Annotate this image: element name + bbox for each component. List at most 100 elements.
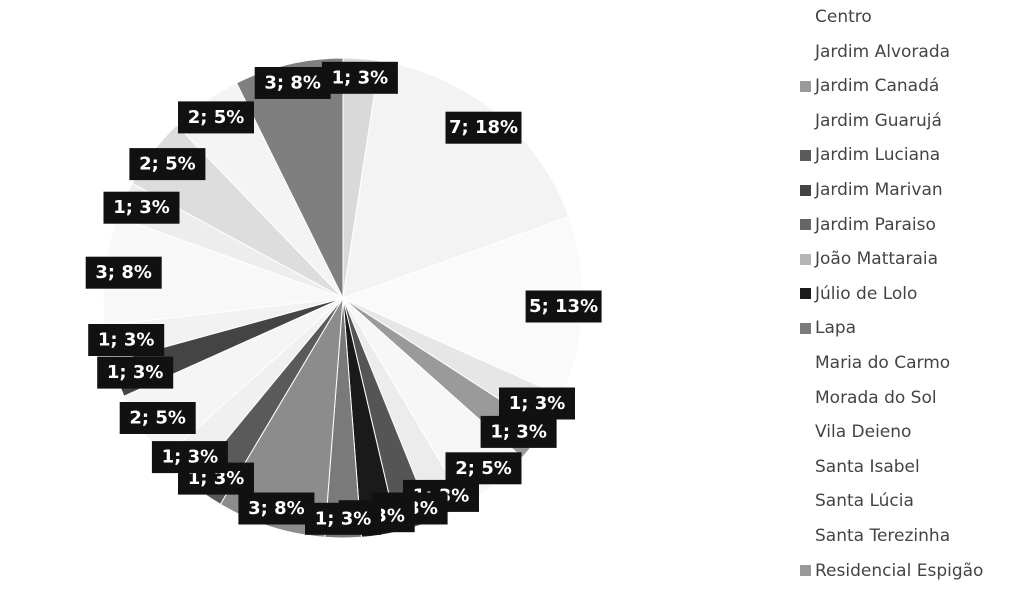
data-label-text: 2; 5% xyxy=(455,458,512,479)
data-label-box xyxy=(480,415,557,448)
legend-item: Lapa xyxy=(800,313,856,343)
data-label-text: 2; 5% xyxy=(188,107,245,128)
legend-swatch xyxy=(800,46,811,57)
data-label-text: 2; 5% xyxy=(129,408,186,429)
legend-label: Jardim Guarujá xyxy=(815,110,942,131)
legend-label: Lapa xyxy=(815,318,857,339)
legend-item: Vila Deieno xyxy=(800,417,911,447)
data-label-text: 7; 18% xyxy=(449,117,518,138)
legend-item: Santa Terezinha xyxy=(800,521,950,551)
data-label: 2; 5% xyxy=(178,101,254,134)
legend-item: Júlio de Lolo xyxy=(800,279,917,309)
legend-swatch xyxy=(800,12,811,23)
data-label-box xyxy=(103,191,180,224)
data-label-box xyxy=(151,441,228,474)
legend-item: Maria do Carmo xyxy=(800,348,950,378)
pie-slice xyxy=(235,57,344,299)
data-label-text: 1; 3% xyxy=(188,468,245,489)
legend-swatch xyxy=(800,184,811,196)
legend-label: Maria do Carmo xyxy=(815,353,951,373)
legend-item: Jardim Paraiso xyxy=(800,210,936,240)
legend-swatch xyxy=(800,149,811,161)
data-label: 3; 8% xyxy=(238,492,315,525)
legend-item: Santa Lúcia xyxy=(800,486,914,516)
legend-label: Júlio de Lolo xyxy=(815,283,918,304)
data-label: 2; 5% xyxy=(129,148,206,181)
data-label-box xyxy=(445,452,522,485)
data-label: 2; 5% xyxy=(119,402,196,434)
data-label-text: 3; 8% xyxy=(95,262,152,283)
legend-label: Centro xyxy=(815,7,872,27)
data-label: 5; 13% xyxy=(525,290,602,323)
data-label: 7; 18% xyxy=(445,111,522,144)
legend-label: Santa Terezinha xyxy=(815,526,951,546)
data-label-text: 5; 13% xyxy=(529,296,598,317)
pie-chart: 1; 3%7; 18%5; 13%1; 3%1; 3%2; 5%1; 3%1; … xyxy=(85,57,602,539)
data-label-box xyxy=(97,356,174,389)
legend-item: Residencial Espigão xyxy=(800,556,983,586)
legend-label: Residencial Espigão xyxy=(815,560,984,581)
data-label: 1; 3% xyxy=(97,356,174,389)
data-label: 1; 3% xyxy=(88,324,165,356)
data-label: 3; 8% xyxy=(254,67,331,99)
data-label: 1; 3% xyxy=(103,191,180,224)
data-label: 1; 3% xyxy=(305,502,381,535)
legend-swatch xyxy=(800,531,811,542)
legend: Centro Jardim Alvorada Jardim Canadá Jardim… xyxy=(800,0,1010,590)
legend-swatch xyxy=(800,461,811,472)
data-label-text: 1; 3% xyxy=(162,447,219,468)
legend-item: João Mattaraia xyxy=(800,244,938,274)
data-label: 3; 8% xyxy=(85,256,162,289)
legend-label: Jardim Paraiso xyxy=(815,214,936,235)
data-label-box xyxy=(499,387,575,420)
data-label-box xyxy=(525,290,602,323)
data-label: 1; 3% xyxy=(480,415,557,448)
legend-swatch xyxy=(800,80,811,92)
data-label: 1; 3% xyxy=(499,387,575,420)
data-label-text: 1; 3% xyxy=(332,67,389,88)
legend-label: Jardim Alvorada xyxy=(815,41,951,62)
data-label-text: 1; 3% xyxy=(98,330,155,351)
data-label-box xyxy=(445,111,522,144)
data-label-box xyxy=(321,61,398,94)
legend-swatch xyxy=(800,427,811,438)
legend-swatch xyxy=(800,496,811,507)
legend-label: João Mattaraia xyxy=(815,249,939,270)
data-label-text: 1; 3% xyxy=(113,197,170,218)
legend-swatch xyxy=(800,253,811,265)
legend-item: Jardim Canadá xyxy=(800,71,939,101)
legend-label: Morada do Sol xyxy=(815,387,937,408)
data-label-text: 1; 3% xyxy=(315,508,372,529)
data-label: 1; 3% xyxy=(151,441,228,474)
legend-swatch xyxy=(800,115,811,126)
legend-item: Morada do Sol xyxy=(800,383,937,413)
data-label-text: 1; 3% xyxy=(490,421,547,442)
legend-item: Jardim Alvorada xyxy=(800,37,950,67)
data-label-box xyxy=(88,324,165,356)
data-label-text: 3; 8% xyxy=(264,73,321,94)
legend-item: Jardim Marivan xyxy=(800,175,943,205)
data-label-text: 1; 3% xyxy=(107,362,164,383)
legend-label: Jardim Luciana xyxy=(815,145,941,166)
legend-swatch xyxy=(800,288,811,300)
data-label-box xyxy=(129,148,206,181)
legend-item: Jardim Luciana xyxy=(800,140,940,170)
data-label-text: 2; 5% xyxy=(139,154,196,175)
data-label-text: 3; 8% xyxy=(248,498,305,519)
legend-swatch xyxy=(800,392,811,403)
data-label-box xyxy=(119,402,196,434)
data-label: 1; 3% xyxy=(321,61,398,94)
legend-swatch xyxy=(800,219,811,231)
data-label-box xyxy=(238,492,315,525)
data-labels: 1; 3%7; 18%5; 13%1; 3%1; 3%2; 5%1; 3%1; … xyxy=(85,61,602,535)
data-label-box xyxy=(178,101,254,134)
legend-label: Jardim Canadá xyxy=(815,76,940,97)
legend-label: Vila Deieno xyxy=(815,422,912,443)
legend-label: Santa Lúcia xyxy=(815,491,914,512)
data-label-box xyxy=(305,502,381,535)
legend-swatch xyxy=(800,565,811,577)
data-label: 2; 5% xyxy=(445,452,522,485)
legend-item: Centro xyxy=(800,2,872,32)
data-label-box xyxy=(85,256,162,289)
legend-swatch xyxy=(800,358,811,369)
